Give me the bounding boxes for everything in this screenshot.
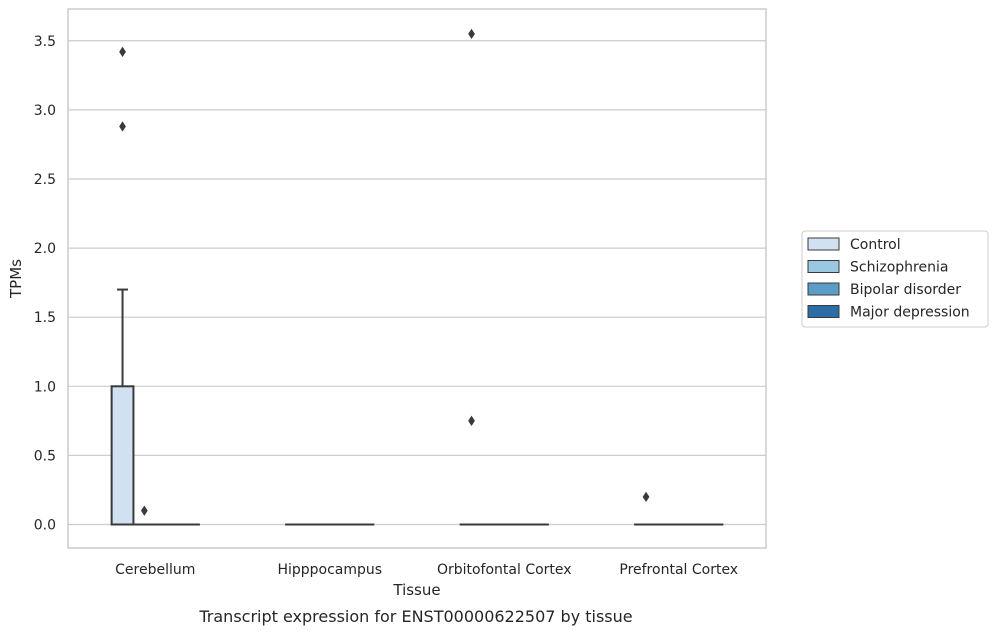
legend-label: Bipolar disorder [850, 282, 961, 298]
outlier-point [119, 121, 126, 132]
legend-item: Schizophrenia [807, 260, 948, 276]
x-tick-label: Prefrontal Cortex [619, 562, 738, 578]
y-tick-label: 3.5 [34, 34, 56, 50]
outlier-point [468, 28, 475, 40]
box-2-0 [459, 28, 484, 526]
figure-caption: Transcript expression for ENST0000062250… [198, 607, 632, 626]
x-tick-label: Hipppocampus [277, 562, 382, 578]
y-tick-label: 2.0 [34, 241, 56, 257]
outlier-point [642, 491, 650, 503]
legend-swatch [807, 237, 840, 251]
box-series [110, 28, 724, 526]
outlier-point [140, 505, 148, 516]
legend-item: Major depression [807, 305, 970, 321]
outlier-point [119, 46, 126, 58]
y-tick-label: 0.5 [34, 448, 56, 464]
box-body [110, 385, 135, 526]
legend-swatch [807, 260, 840, 273]
y-tick-label: 0.0 [34, 518, 56, 534]
legend-label: Major depression [850, 305, 970, 321]
box-0-0 [110, 46, 135, 526]
x-axis-title: Tissue [392, 581, 440, 599]
outlier-point [468, 415, 475, 427]
legend-swatch [807, 305, 840, 318]
y-tick-label: 2.5 [34, 172, 56, 188]
legend-label: Control [850, 237, 901, 253]
y-tick-labels: 0.0 0.5 1.0 1.5 2.0 2.5 3.0 3.5 [34, 34, 56, 534]
y-axis-title: TPMs [7, 259, 25, 299]
x-tick-label: Orbitofontal Cortex [437, 562, 572, 578]
y-tick-label: 1.0 [34, 379, 56, 395]
box-0-1 [132, 505, 157, 526]
legend-item: Control [807, 237, 901, 253]
box-3-0 [634, 491, 658, 526]
legend-label: Schizophrenia [850, 260, 948, 276]
y-tick-label: 3.0 [34, 103, 56, 119]
x-tick-labels: Cerebellum Hipppocampus Orbitofontal Corte… [115, 562, 738, 578]
plot-frame [67, 8, 767, 549]
legend: Control Schizophrenia Bipolar disorder Majo… [801, 230, 989, 328]
legend-frame [801, 230, 989, 328]
legend-swatch [807, 282, 840, 296]
x-tick-label: Cerebellum [115, 562, 195, 578]
grid-lines [68, 40, 766, 526]
legend-item: Bipolar disorder [807, 282, 961, 298]
y-tick-label: 1.5 [34, 310, 56, 326]
